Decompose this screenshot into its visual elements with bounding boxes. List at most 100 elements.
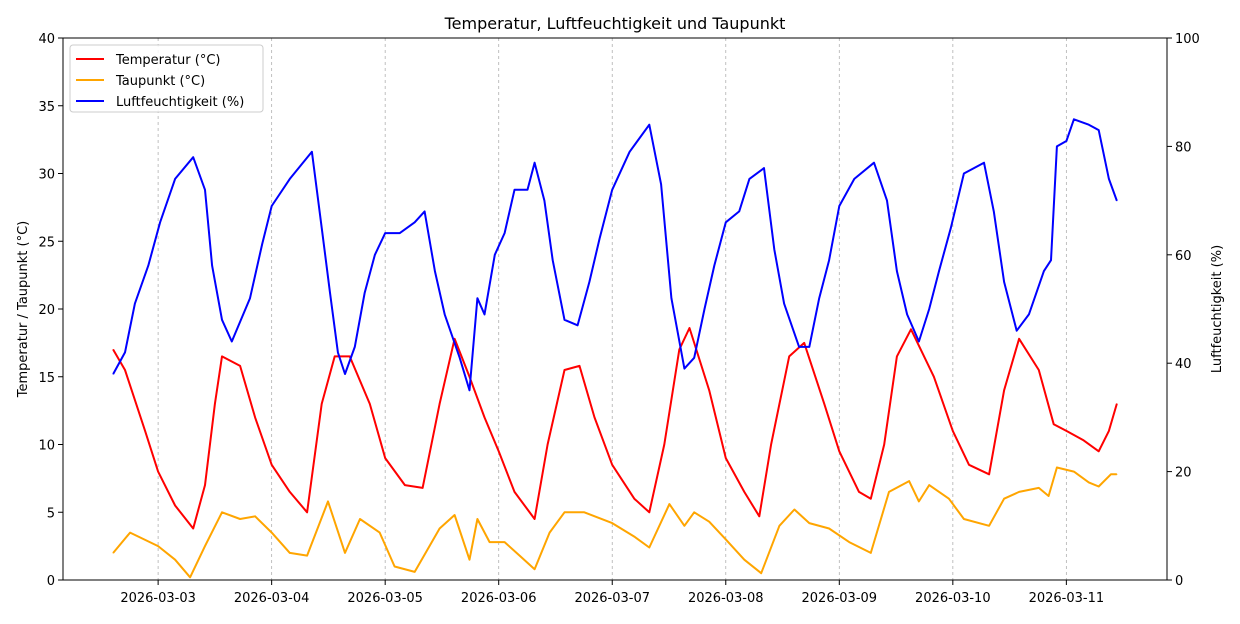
data-point: [289, 178, 291, 180]
data-point: [1108, 178, 1110, 180]
data-point: [384, 232, 386, 234]
data-point: [1073, 118, 1075, 120]
data-point: [147, 265, 149, 267]
data-point: [583, 511, 585, 513]
data-point: [743, 491, 745, 493]
data-point: [933, 376, 935, 378]
y-left-tick-label: 10: [38, 439, 55, 454]
data-point: [993, 210, 995, 213]
data-point: [214, 403, 216, 405]
data-point: [221, 355, 223, 358]
data-point: [599, 237, 601, 240]
data-point: [818, 297, 820, 299]
data-point: [808, 522, 810, 524]
x-tick-label: 2026-03-08: [688, 591, 764, 606]
data-point: [134, 302, 136, 305]
data-point: [112, 373, 114, 375]
data-point: [414, 221, 416, 223]
data-point: [828, 527, 830, 530]
data-point: [1018, 338, 1020, 340]
data-point: [254, 515, 256, 517]
data-point: [271, 531, 273, 534]
y-right-tick-label: 0: [1175, 574, 1183, 589]
data-point: [438, 403, 441, 405]
legend-label: Temperatur (°C): [115, 53, 221, 68]
legend-box: [69, 44, 264, 113]
data-point: [725, 221, 727, 223]
data-point: [468, 559, 471, 561]
data-point: [321, 227, 323, 229]
data-point: [221, 511, 223, 513]
data-point: [1043, 270, 1045, 272]
data-point: [743, 559, 745, 561]
data-point: [952, 430, 954, 432]
data-point: [1018, 491, 1020, 493]
data-point: [369, 403, 371, 405]
data-point: [329, 292, 331, 294]
data-point: [1050, 259, 1052, 261]
data-point: [476, 297, 479, 299]
data-point: [1003, 498, 1005, 500]
y-axis-right: 0 20 40 60 80 100: [1167, 32, 1200, 589]
data-point: [204, 545, 206, 547]
data-point: [513, 189, 516, 191]
data-point: [513, 491, 516, 493]
data-point: [1108, 430, 1110, 432]
data-point: [563, 369, 566, 371]
data-point: [886, 200, 888, 202]
data-point: [289, 552, 291, 554]
data-point: [489, 541, 491, 543]
data-point: [770, 443, 772, 446]
data-point: [271, 464, 273, 466]
data-point: [611, 189, 613, 191]
data-point: [289, 491, 291, 493]
series-line: [112, 118, 1118, 392]
data-point: [1038, 487, 1040, 489]
data-point: [748, 178, 751, 180]
data-point: [948, 498, 950, 500]
data-point: [231, 340, 233, 343]
y-axis-left-label: Temperatur / Taupunkt (°C): [16, 221, 31, 398]
data-point: [828, 259, 830, 261]
y-left-tick-label: 35: [38, 100, 55, 115]
data-point: [858, 491, 860, 493]
data-point: [708, 389, 710, 391]
data-point: [788, 355, 790, 358]
data-point: [793, 508, 795, 511]
y-left-tick-label: 25: [38, 235, 55, 250]
data-point: [157, 471, 159, 473]
x-tick-label: 2026-03-11: [1029, 591, 1105, 606]
data-point: [578, 365, 581, 367]
data-point: [703, 308, 706, 310]
data-point: [918, 500, 920, 503]
data-point: [928, 484, 930, 486]
y-right-tick-label: 80: [1175, 140, 1192, 155]
data-point: [349, 355, 351, 358]
data-point: [334, 355, 336, 358]
data-point: [803, 342, 805, 344]
x-axis: 2026-03-03 2026-03-04 2026-03-05 2026-03-06…: [120, 580, 1104, 606]
series-group: [112, 118, 1118, 579]
data-point: [483, 313, 486, 316]
data-point: [404, 484, 406, 486]
data-point: [459, 357, 461, 359]
y-right-tick-label: 100: [1175, 32, 1200, 47]
data-point: [438, 527, 441, 530]
data-point: [988, 473, 990, 475]
data-point: [1003, 389, 1005, 391]
data-point: [988, 525, 990, 527]
data-point: [129, 531, 131, 534]
data-point: [838, 450, 840, 452]
data-point: [422, 487, 424, 489]
data-point: [174, 559, 176, 561]
y-axis-left: 0 5 10 15 20 25 30 35 40: [38, 32, 63, 589]
data-point: [526, 189, 529, 191]
data-point: [414, 571, 416, 573]
data-point: [1083, 439, 1085, 442]
data-point: [306, 511, 308, 513]
data-point: [668, 503, 670, 505]
x-tick-label: 2026-03-05: [347, 591, 423, 606]
data-point: [1098, 129, 1100, 131]
data-point: [327, 500, 329, 503]
data-point: [124, 369, 126, 371]
